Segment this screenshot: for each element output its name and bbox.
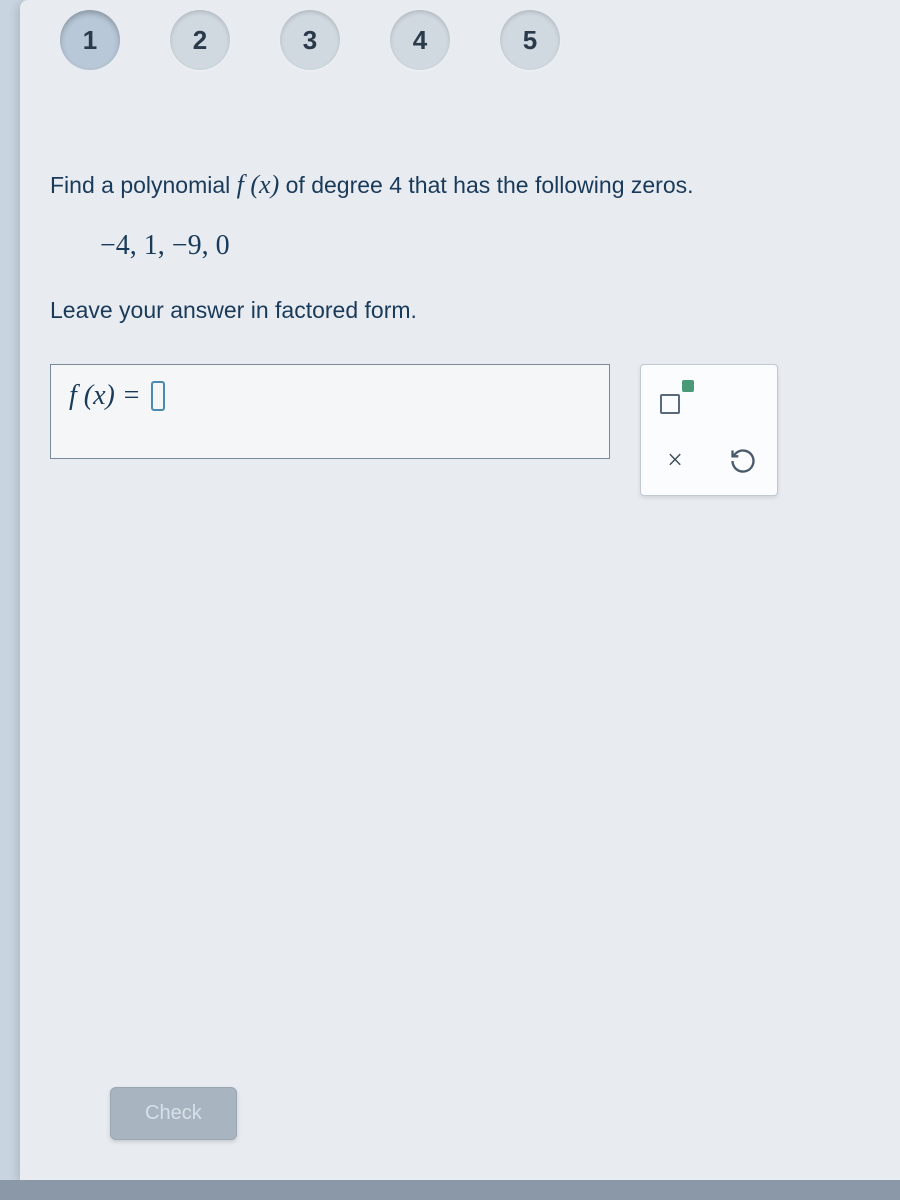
prompt-prefix: Find a polynomial <box>50 172 237 198</box>
tab-4[interactable]: 4 <box>390 10 450 70</box>
answer-row: f (x) = × <box>50 364 870 496</box>
x-icon: × <box>667 445 683 477</box>
function-notation: f (x) <box>237 170 280 199</box>
answer-label: f (x) = <box>69 380 165 412</box>
tab-2[interactable]: 2 <box>170 10 230 70</box>
question-tab-row: 1 2 3 4 5 <box>20 0 900 90</box>
instruction-text: Leave your answer in factored form. <box>50 297 870 324</box>
reset-icon <box>729 447 757 475</box>
exponent-tool-button[interactable] <box>653 377 697 421</box>
bottom-edge <box>0 1180 900 1200</box>
content-panel: 1 2 3 4 5 Find a polynomial f (x) of deg… <box>20 0 900 1180</box>
answer-fx-label: f (x) = <box>69 380 141 412</box>
prompt-suffix: of degree 4 that has the following zeros… <box>279 172 693 198</box>
answer-input-slot[interactable] <box>151 381 165 411</box>
tab-1[interactable]: 1 <box>60 10 120 70</box>
zeros-list: −4, 1, −9, 0 <box>100 230 870 262</box>
answer-box[interactable]: f (x) = <box>50 364 610 459</box>
question-prompt: Find a polynomial f (x) of degree 4 that… <box>50 170 870 200</box>
exponent-icon <box>660 384 690 414</box>
reset-tool-button[interactable] <box>721 439 765 483</box>
tool-panel: × <box>640 364 778 496</box>
clear-tool-button[interactable]: × <box>653 439 697 483</box>
tab-5[interactable]: 5 <box>500 10 560 70</box>
check-button[interactable]: Check <box>110 1087 237 1140</box>
tab-3[interactable]: 3 <box>280 10 340 70</box>
question-area: Find a polynomial f (x) of degree 4 that… <box>20 90 900 526</box>
